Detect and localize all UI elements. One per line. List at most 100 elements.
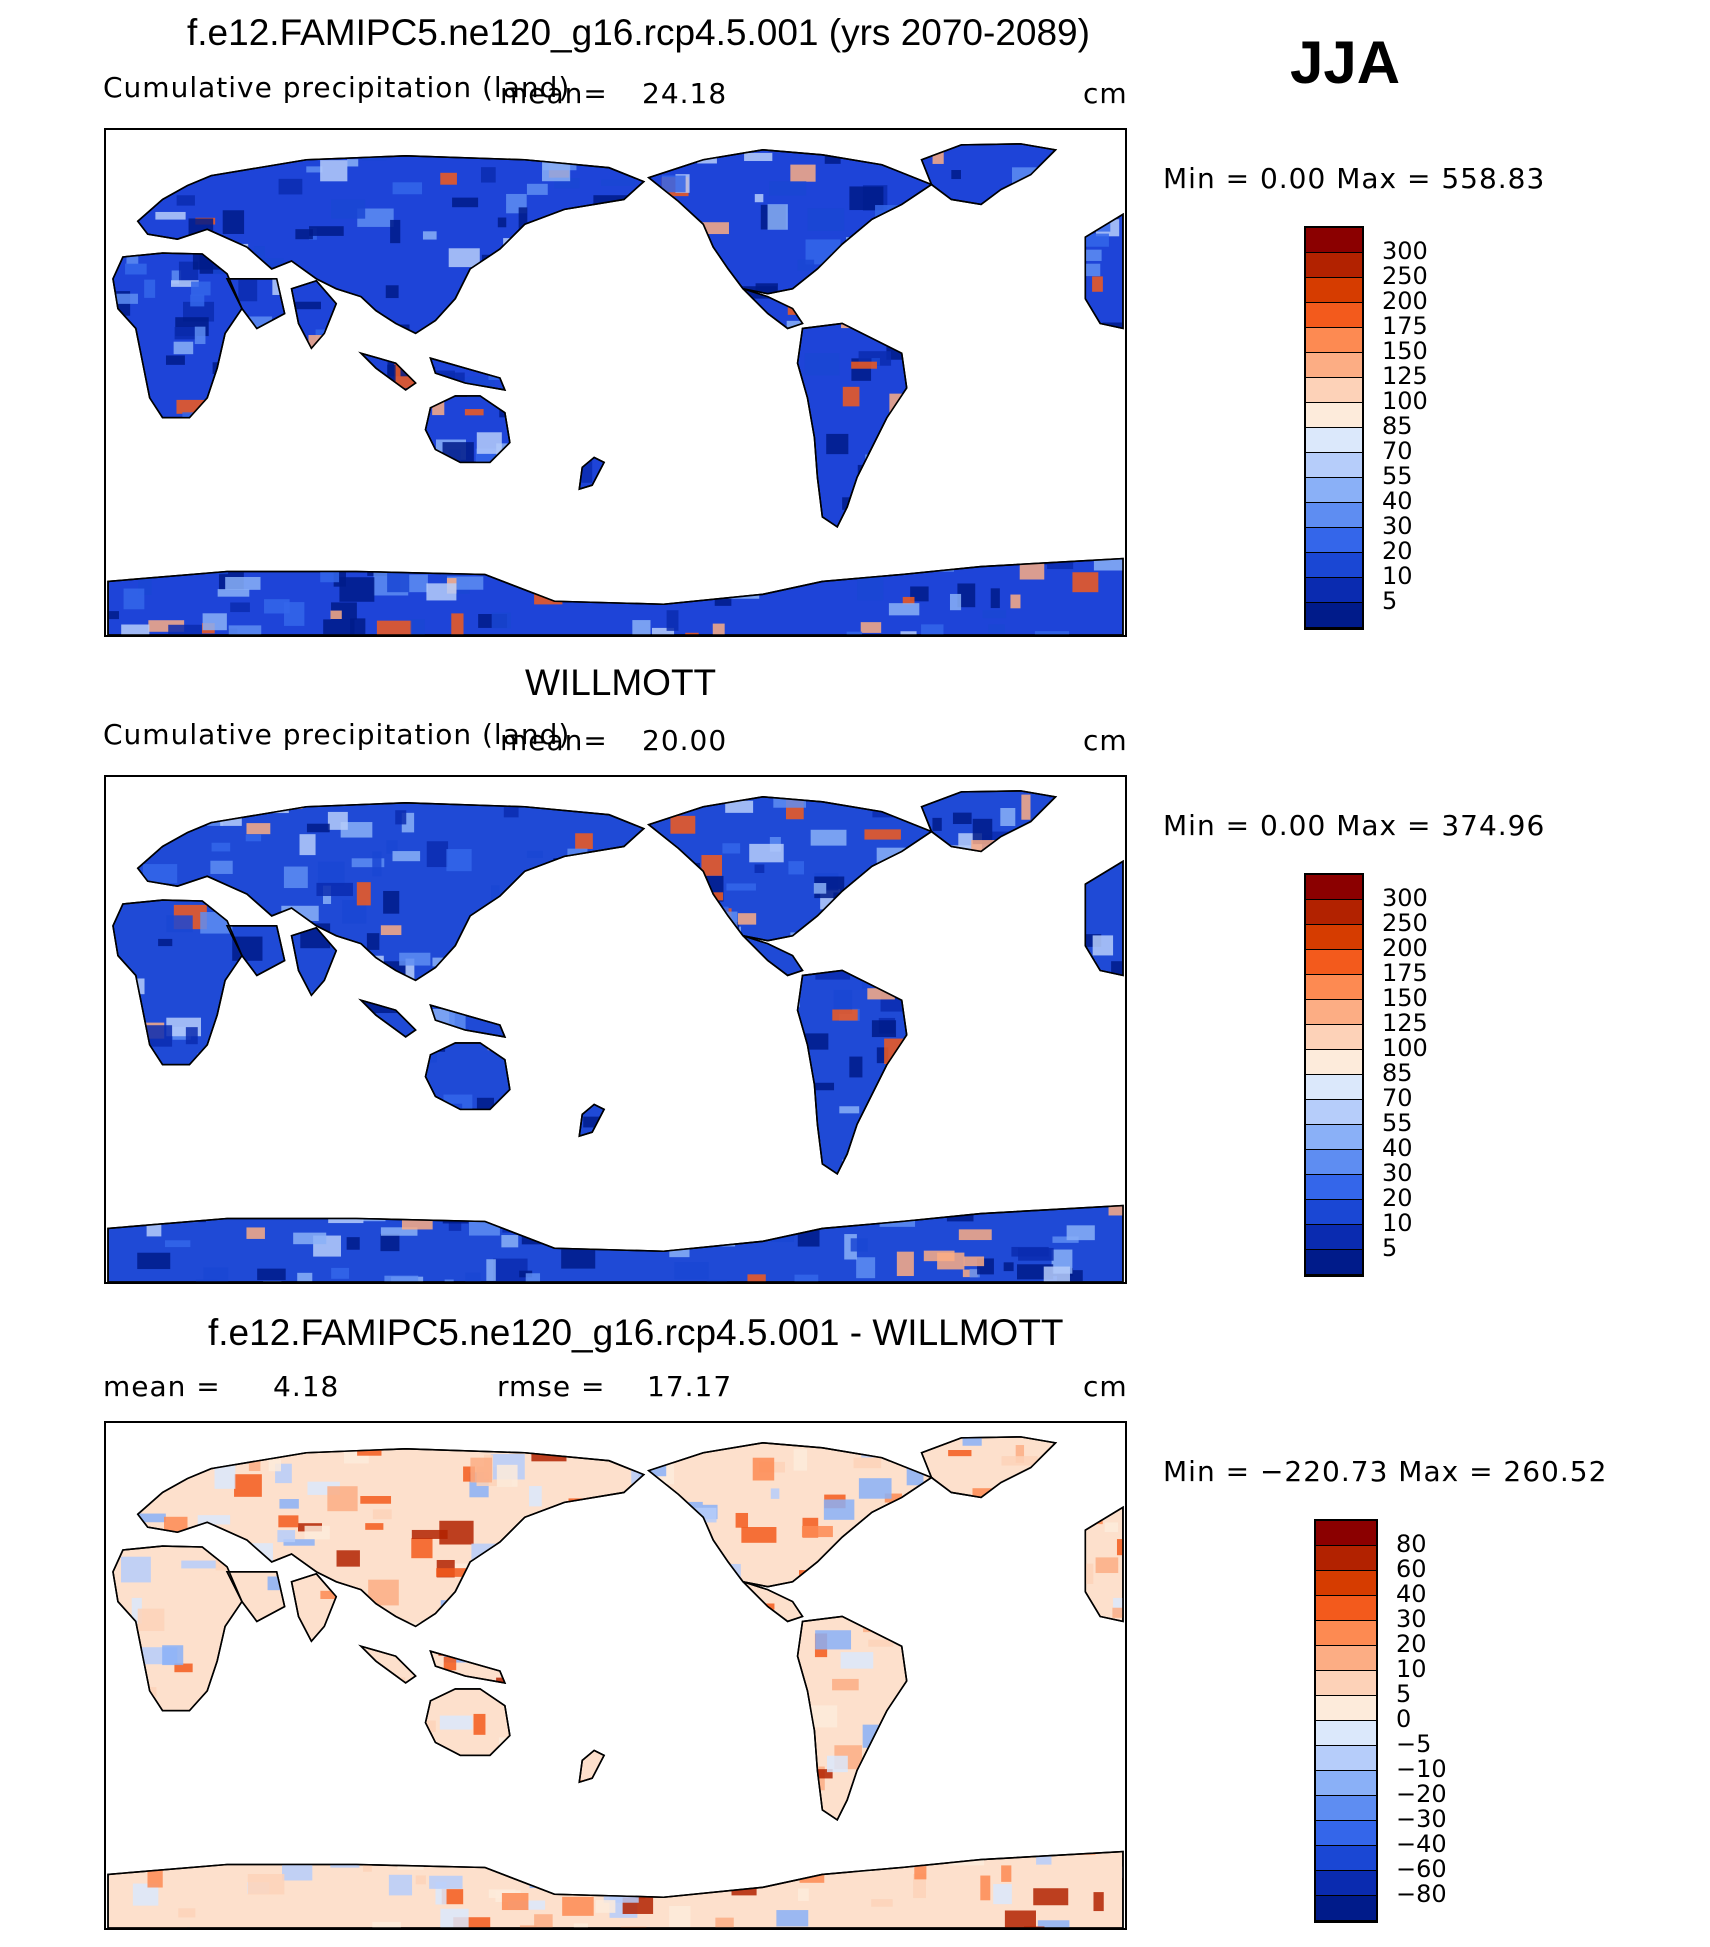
coastline (920, 790, 1058, 853)
colorbar-tick-label: 70 (1382, 1084, 1413, 1112)
coastline (1084, 212, 1124, 330)
panel-diff-colorbar (1314, 1519, 1378, 1923)
colorbar-tick-label: 55 (1382, 462, 1413, 490)
panel-diff-mean-label: mean = (103, 1370, 221, 1403)
colorbar-tick-label: 10 (1382, 562, 1413, 590)
colorbar-swatch (1306, 303, 1362, 328)
colorbar-swatch (1306, 1225, 1362, 1250)
panel-model-mean-value: 24.18 (642, 77, 728, 110)
coastline (136, 1448, 646, 1628)
coastline (225, 278, 338, 350)
colorbar-swatch (1306, 503, 1362, 528)
land-north-america (647, 1442, 934, 1588)
coastline (107, 1850, 1124, 1928)
coastline (112, 899, 243, 1066)
colorbar-tick-label: 40 (1396, 1580, 1427, 1608)
panel-obs-unit: cm (1083, 724, 1128, 757)
panel-model-colorbar (1304, 226, 1364, 630)
colorbar-tick-label: 0 (1396, 1705, 1412, 1733)
colorbar-swatch (1306, 900, 1362, 925)
colorbar-tick-label: −10 (1396, 1755, 1447, 1783)
colorbar-tick-label: 60 (1396, 1555, 1427, 1583)
colorbar-tick-label: 55 (1382, 1109, 1413, 1137)
colorbar-tick-label: 30 (1382, 512, 1413, 540)
colorbar-tick-label: 40 (1382, 1134, 1413, 1162)
panel-obs-title: WILLMOTT (525, 662, 717, 703)
colorbar-tick-label: 10 (1382, 1209, 1413, 1237)
colorbar-tick-label: 200 (1382, 934, 1428, 962)
panel-model-subtitle: Cumulative precipitation (land) (103, 71, 571, 104)
colorbar-tick-label: 250 (1382, 909, 1428, 937)
colorbar-tick-label: −30 (1396, 1805, 1447, 1833)
colorbar-swatch (1306, 353, 1362, 378)
colorbar-swatch (1306, 1050, 1362, 1075)
panel-obs-subtitle: Cumulative precipitation (land) (103, 718, 571, 751)
coastline (647, 1442, 934, 1588)
coastline (225, 1571, 338, 1643)
colorbar-tick-label: −5 (1396, 1730, 1432, 1758)
colorbar-swatch (1306, 378, 1362, 403)
panel-diff-map (104, 1421, 1127, 1930)
panel-diff-rmse-label: rmse = (497, 1370, 606, 1403)
coastline (578, 1749, 606, 1784)
colorbar-tick-label: 125 (1382, 1009, 1428, 1037)
colorbar-swatch (1306, 1150, 1362, 1175)
colorbar-swatch (1306, 1100, 1362, 1125)
colorbar-tick-label: −20 (1396, 1780, 1447, 1808)
colorbar-swatch (1316, 1671, 1376, 1696)
colorbar-tick-label: 250 (1382, 262, 1428, 290)
coastline (647, 796, 934, 942)
panel-diff-minmax: Min = −220.73 Max = 260.52 (1163, 1455, 1608, 1488)
colorbar-swatch (1316, 1646, 1376, 1671)
coastline (796, 1615, 908, 1822)
colorbar-swatch (1316, 1721, 1376, 1746)
panel-diff-mean-value: 4.18 (273, 1370, 340, 1403)
colorbar-tick-label: 175 (1382, 312, 1428, 340)
colorbar-swatch (1306, 553, 1362, 578)
colorbar-swatch (1306, 925, 1362, 950)
coastline (578, 456, 606, 491)
panel-model-title: f.e12.FAMIPC5.ne120_g16.rcp4.5.001 (yrs … (187, 12, 1090, 53)
colorbar-tick-label: 5 (1382, 1234, 1398, 1262)
colorbar-tick-label: 40 (1382, 487, 1413, 515)
colorbar-tick-label: 70 (1382, 437, 1413, 465)
panel-model-minmax: Min = 0.00 Max = 558.83 (1163, 162, 1546, 195)
panel-obs-mean-value: 20.00 (642, 724, 728, 757)
colorbar-swatch (1306, 1250, 1362, 1275)
coastline (424, 395, 511, 464)
panel-obs-minmax: Min = 0.00 Max = 374.96 (1163, 809, 1546, 842)
colorbar-tick-label: 30 (1382, 1159, 1413, 1187)
colorbar-swatch (1306, 875, 1362, 900)
colorbar-tick-label: 5 (1396, 1680, 1412, 1708)
colorbar-tick-label: 300 (1382, 237, 1428, 265)
colorbar-tick-label: 150 (1382, 337, 1428, 365)
coastline (742, 1580, 804, 1623)
coastline (107, 1204, 1124, 1282)
colorbar-tick-label: 30 (1396, 1605, 1427, 1633)
coastline (107, 557, 1124, 635)
colorbar-tick-label: −80 (1396, 1880, 1447, 1908)
colorbar-swatch (1306, 975, 1362, 1000)
coastline (1084, 859, 1124, 977)
colorbar-swatch (1316, 1546, 1376, 1571)
colorbar-tick-label: −60 (1396, 1855, 1447, 1883)
colorbar-tick-label: 80 (1396, 1530, 1427, 1558)
colorbar-swatch (1316, 1746, 1376, 1771)
coastline (796, 322, 908, 529)
coastline (136, 155, 646, 335)
colorbar-tick-label: 5 (1382, 587, 1398, 615)
coastline (112, 252, 243, 419)
coastline (225, 925, 338, 997)
coastline (424, 1688, 511, 1757)
coastline (796, 969, 908, 1176)
coastline (358, 1644, 507, 1684)
colorbar-swatch (1306, 1125, 1362, 1150)
colorbar-swatch (1306, 1175, 1362, 1200)
colorbar-tick-label: 125 (1382, 362, 1428, 390)
colorbar-swatch (1306, 453, 1362, 478)
colorbar-swatch (1316, 1696, 1376, 1721)
coastline (647, 149, 934, 295)
coastline (742, 934, 804, 977)
colorbar-tick-label: −40 (1396, 1830, 1447, 1858)
colorbar-swatch (1306, 1000, 1362, 1025)
